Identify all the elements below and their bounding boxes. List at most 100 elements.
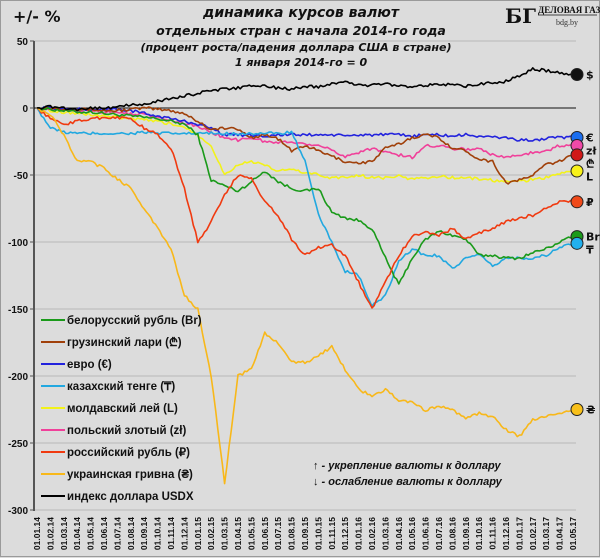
series-line-Br (36, 106, 574, 285)
x-tick-label: 01.01.16 (354, 517, 364, 550)
x-tick-label: 01.10.14 (153, 517, 163, 550)
legend: белорусский рубль (Br) грузинский лари (₾… (41, 315, 202, 503)
x-tick-label: 01.12.14 (179, 517, 189, 550)
legend-label: российский рубль (₽) (67, 447, 190, 459)
legend-label: польский злотый (zł) (67, 425, 186, 437)
logo-name: ДЕЛОВАЯ ГАЗЕТА (538, 5, 600, 15)
end-marker-₴ (570, 403, 584, 416)
x-tick-label: 01.08.15 (287, 517, 297, 550)
x-tick-label: 01.02.14 (45, 517, 55, 550)
y-tick-label: -250 (8, 439, 28, 450)
y-tick-label: 50 (17, 37, 29, 48)
y-tick-label: -50 (14, 171, 29, 182)
series-line-$ (36, 67, 574, 112)
legend-label: казахский тенге (₸) (67, 381, 175, 393)
x-tick-label: 01.07.14 (112, 517, 122, 550)
y-tick-label: 0 (22, 104, 28, 115)
x-tick-label: 01.06.16 (421, 517, 431, 550)
x-tick-label: 01.01.14 (32, 517, 42, 550)
x-tick-label: 01.11.15 (327, 517, 337, 550)
series-line-L (36, 107, 574, 183)
x-tick-label: 01.01.17 (514, 517, 524, 550)
y-tick-label: -100 (8, 238, 28, 249)
series-line-₸ (36, 107, 574, 308)
gridlines (34, 40, 576, 511)
chart-subtitle-1: отдельных стран с начала 2014-го года (156, 23, 446, 38)
x-tick-label: 01.03.15 (220, 517, 230, 550)
x-tick-label: 01.04.14 (72, 517, 82, 550)
chart-title: динамика курсов валют (202, 5, 400, 21)
x-tick-label: 01.05.16 (407, 517, 417, 550)
end-markers: $ €zł₾L ₽ Br₸ ₴ (570, 68, 600, 417)
x-tick-label: 01.09.14 (139, 517, 149, 550)
x-tick-label: 01.07.15 (273, 517, 283, 550)
x-tick-label: 01.02.15 (206, 517, 216, 550)
end-marker-label: ₸ (586, 244, 594, 257)
logo-mark: БГ (505, 4, 536, 28)
x-tick-label: 01.07.16 (434, 517, 444, 550)
end-marker-label: ₾ (586, 157, 595, 170)
x-tick-label: 01.05.15 (246, 517, 256, 550)
end-marker-label: zł (586, 144, 597, 157)
end-marker-label: ₴ (586, 404, 595, 417)
x-tick-label: 01.03.16 (380, 517, 390, 550)
series-line-zł (36, 107, 574, 160)
x-tick-label: 01.05.17 (568, 517, 578, 550)
x-axis-ticks: 01.01.14 01.02.14 01.03.14 01.04.14 01.05.14… (32, 517, 578, 550)
annotation-up: ↑ - укрепление валюты к доллару (313, 460, 501, 472)
end-marker-$ (570, 68, 584, 81)
y-axis-label: +/- % (13, 7, 61, 26)
end-marker-L (570, 164, 584, 178)
legend-label: индекс доллара USDX (67, 491, 194, 503)
legend-label: украинская гривна (₴) (67, 469, 193, 481)
x-tick-label: 01.06.14 (99, 517, 109, 550)
logo: БГ ДЕЛОВАЯ ГАЗЕТА bdg.by (505, 4, 600, 28)
series-line-₽ (36, 107, 574, 309)
end-marker-label: € (585, 131, 594, 144)
x-tick-label: 01.03.17 (541, 517, 551, 550)
x-tick-label: 01.08.16 (447, 517, 457, 550)
y-tick-label: -300 (8, 506, 28, 517)
end-marker-₸ (570, 236, 584, 250)
y-axis-ticks: 50 0 -50 -100 -150 -200 -250 -300 (8, 37, 34, 517)
series-line-₾ (37, 106, 574, 185)
annotation-down: ↓ - ослабление валюты к доллару (313, 476, 503, 488)
chart-subtitle-2: (процент роста/падения доллара США в стр… (141, 41, 452, 54)
x-tick-label: 01.10.15 (313, 517, 323, 550)
x-tick-label: 01.04.15 (233, 517, 243, 550)
logo-url: bdg.by (556, 18, 578, 27)
chart-subtitle-3: 1 января 2014-го = 0 (235, 56, 368, 69)
y-tick-label: -200 (8, 372, 28, 383)
end-marker-label: ₽ (586, 196, 594, 209)
y-tick-label: -150 (8, 305, 28, 316)
legend-label: грузинский лари (₾) (67, 336, 182, 349)
x-tick-label: 01.09.15 (300, 517, 310, 550)
x-tick-label: 01.09.16 (461, 517, 471, 550)
series-line-₴ (36, 107, 574, 485)
end-marker-label: Br (586, 231, 600, 244)
x-tick-label: 01.10.16 (474, 517, 484, 550)
x-tick-label: 01.02.17 (528, 517, 538, 550)
end-marker-label: L (586, 170, 593, 183)
x-tick-label: 01.01.15 (193, 517, 203, 550)
series-lines (36, 67, 574, 485)
x-tick-label: 01.08.14 (126, 517, 136, 550)
legend-label: белорусский рубль (Br) (67, 315, 202, 327)
legend-label: молдавский лей (L) (67, 403, 178, 415)
end-marker-label: $ (586, 69, 594, 82)
x-tick-label: 01.12.16 (501, 517, 511, 550)
x-tick-label: 01.02.16 (367, 517, 377, 550)
x-tick-label: 01.03.14 (59, 517, 69, 550)
x-tick-label: 01.11.14 (166, 517, 176, 550)
x-tick-label: 01.06.15 (260, 517, 270, 550)
end-marker-₾ (570, 148, 584, 162)
x-tick-label: 01.11.16 (488, 517, 498, 550)
x-tick-label: 01.04.17 (555, 517, 565, 550)
x-tick-label: 01.12.15 (340, 517, 350, 550)
end-marker-₽ (570, 195, 584, 209)
x-tick-label: 01.05.14 (86, 517, 96, 550)
legend-label: евро (€) (67, 359, 112, 371)
x-tick-label: 01.04.16 (394, 517, 404, 550)
